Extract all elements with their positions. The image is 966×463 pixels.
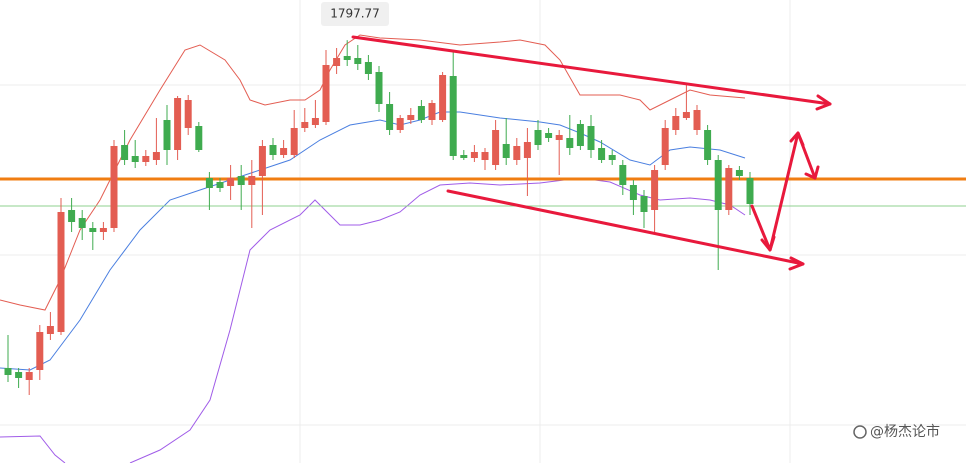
- trend-line: [446, 189, 805, 266]
- candle-body: [89, 228, 97, 232]
- arrow-head: [788, 256, 805, 271]
- candle-body: [640, 196, 648, 212]
- candle-body: [534, 130, 542, 145]
- candle-body: [407, 115, 415, 120]
- watermark-text: @杨杰论市: [870, 423, 940, 440]
- candle-body: [587, 126, 595, 150]
- candle-body: [470, 152, 478, 158]
- candle-body: [735, 170, 743, 176]
- candle-body: [354, 58, 362, 64]
- candle-body: [131, 156, 139, 162]
- candle-body: [290, 128, 298, 155]
- arrow-head: [789, 131, 805, 147]
- candle-body: [396, 118, 404, 130]
- candle-body: [417, 106, 425, 120]
- candle-body: [258, 146, 266, 176]
- candle-body: [280, 148, 288, 155]
- candle-body: [375, 72, 383, 104]
- candle-body: [99, 228, 107, 232]
- candle-body: [184, 100, 192, 128]
- candle-body: [36, 332, 44, 370]
- candle-body: [746, 178, 754, 204]
- candle-body: [237, 176, 245, 185]
- candle-body: [502, 144, 510, 158]
- candle-body: [227, 178, 235, 186]
- watermark-logo: [853, 425, 867, 439]
- label-box: [321, 2, 389, 26]
- candle-body: [439, 75, 447, 120]
- forecast-path: [750, 131, 817, 252]
- arrow-head: [815, 94, 832, 111]
- arrow-head: [760, 235, 776, 252]
- candle-body: [608, 155, 616, 160]
- candle-body: [216, 182, 224, 188]
- candle-body: [725, 168, 733, 210]
- candle-body: [449, 76, 457, 156]
- candle-body: [57, 212, 65, 332]
- candle-body: [25, 372, 33, 380]
- candle-body: [142, 156, 150, 162]
- candle-body: [110, 146, 118, 228]
- candle-body: [4, 368, 12, 375]
- candle-body: [513, 146, 521, 160]
- candle-body: [195, 126, 203, 150]
- upper-band: [0, 34, 746, 311]
- candle-body: [163, 120, 171, 150]
- candle-body: [704, 130, 712, 160]
- candle-body: [301, 122, 309, 128]
- candle-body: [68, 210, 76, 222]
- watermark: @杨杰论市: [853, 423, 940, 440]
- candle-body: [629, 185, 637, 200]
- candle-body: [46, 326, 54, 334]
- bollinger-bands: [0, 34, 746, 463]
- candle-body: [15, 372, 23, 378]
- candle-body: [523, 142, 531, 158]
- candle-body: [343, 56, 351, 60]
- candle-body: [576, 124, 584, 146]
- candle-body: [619, 165, 627, 185]
- candle-body: [364, 62, 372, 74]
- candle-body: [386, 104, 394, 130]
- candle-body: [311, 118, 319, 125]
- candle-body: [555, 135, 563, 140]
- trend-line: [351, 35, 832, 106]
- candle-body: [174, 98, 182, 150]
- candle-body: [545, 133, 553, 138]
- candle-body: [714, 160, 722, 210]
- candle-body: [428, 103, 436, 120]
- candle-body: [566, 138, 574, 148]
- candle-body: [481, 152, 489, 160]
- candle-body: [121, 145, 129, 160]
- levels: [0, 177, 966, 207]
- candle-body: [322, 65, 330, 122]
- candle-body: [682, 112, 690, 118]
- candle-body: [492, 130, 500, 165]
- candles: [4, 40, 754, 395]
- candle-body: [460, 155, 468, 158]
- candle-body: [205, 178, 213, 188]
- candle-body: [248, 176, 256, 185]
- annotations: [351, 35, 832, 271]
- arrow-head: [804, 165, 820, 180]
- candle-body: [333, 58, 341, 66]
- candle-body: [78, 218, 86, 228]
- candle-body: [152, 152, 160, 160]
- high-price-label: 1797.77: [330, 7, 380, 21]
- candle-body: [651, 170, 659, 210]
- candle-body: [661, 128, 669, 165]
- high-label: 1797.77: [321, 2, 389, 26]
- candle-body: [672, 116, 680, 130]
- candle-body: [598, 148, 606, 160]
- candle-body: [693, 110, 701, 130]
- candle-body: [269, 145, 277, 155]
